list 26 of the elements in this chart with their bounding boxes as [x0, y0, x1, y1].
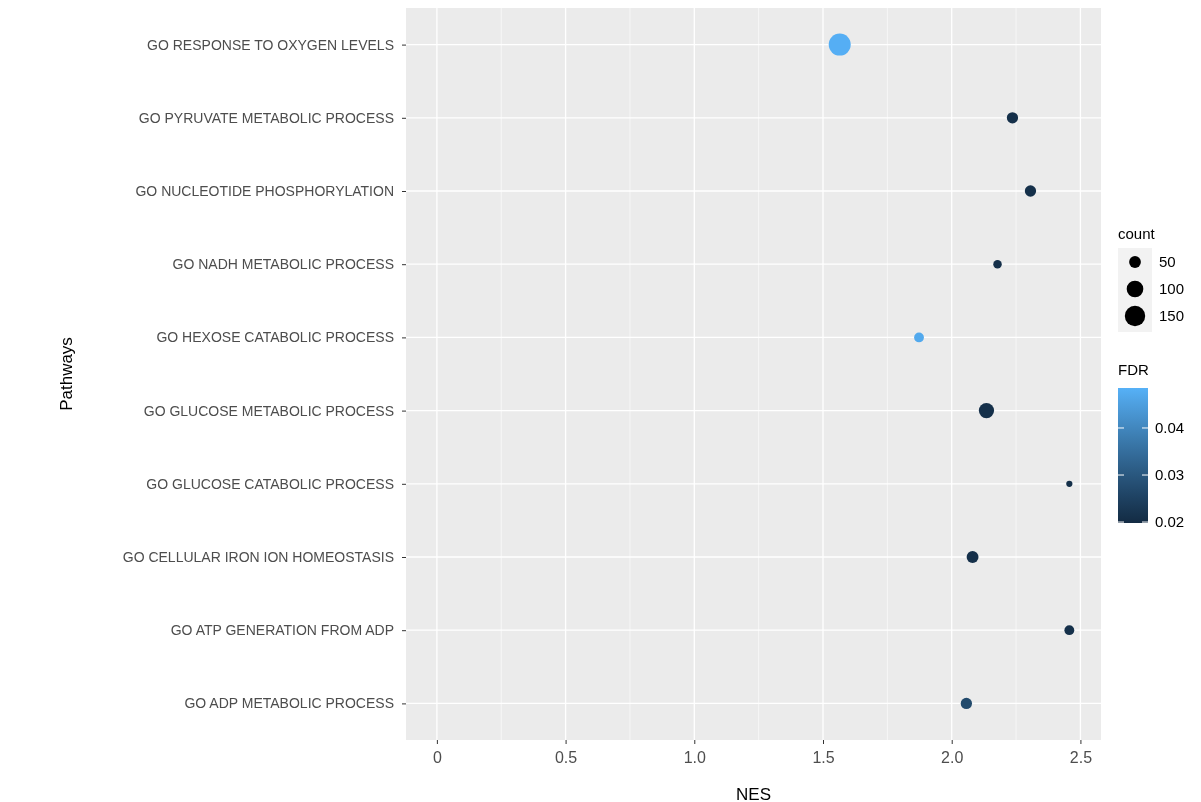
color-bar-label: 0.04	[1155, 418, 1185, 436]
y-tick-label: GO ATP GENERATION FROM ADP	[170, 622, 394, 639]
color-bar-label: 0.02	[1155, 513, 1185, 531]
legend-label: 50	[1159, 253, 1176, 270]
color-bar-label: 0.03	[1155, 466, 1185, 484]
legend-label: 100	[1159, 280, 1185, 297]
y-tick-label: GO CELLULAR IRON ION HOMEOSTASIS	[122, 548, 394, 565]
x-tick-label: 1.5	[812, 749, 835, 767]
x-tick-label: 1.0	[683, 749, 707, 767]
y-tick-label: GO GLUCOSE METABOLIC PROCESS	[143, 402, 394, 419]
x-tick-label: 2.5	[1069, 749, 1093, 767]
y-axis-title: Pathways	[57, 337, 76, 411]
y-tick-label: GO NUCLEOTIDE PHOSPHORYLATION	[135, 182, 394, 199]
y-tick-label: GO RESPONSE TO OXYGEN LEVELS	[147, 36, 394, 53]
x-tick-label: 2.0	[941, 749, 964, 767]
y-tick-label: GO NADH METABOLIC PROCESS	[172, 256, 394, 273]
y-tick-label: GO PYRUVATE METABOLIC PROCESS	[138, 109, 394, 126]
color-bar-title: FDR	[1118, 361, 1149, 378]
x-tick-label: 0	[432, 749, 442, 767]
y-tick-label: GO ADP METABOLIC PROCESS	[184, 695, 394, 712]
y-tick-label: GO GLUCOSE CATABOLIC PROCESS	[146, 475, 394, 492]
legend-title: count	[1118, 225, 1156, 242]
y-tick-label: GO HEXOSE CATABOLIC PROCESS	[156, 329, 394, 346]
legend-label: 150	[1159, 307, 1185, 324]
x-axis-title: NES	[736, 785, 771, 802]
x-tick-label: 0.5	[554, 749, 578, 767]
